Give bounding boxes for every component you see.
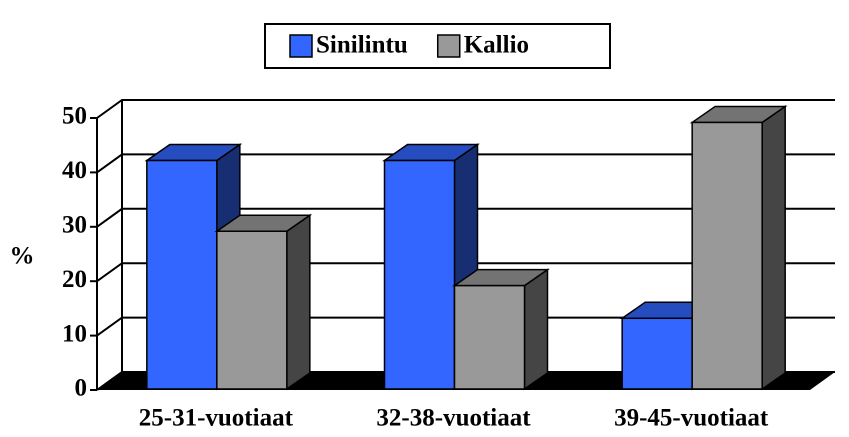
- bar: [216, 230, 288, 390]
- y-tick-label: 20: [62, 266, 87, 293]
- y-tick-label: 40: [62, 157, 87, 184]
- bar-side: [523, 268, 549, 391]
- bar: [453, 284, 526, 390]
- bar: [621, 317, 693, 390]
- legend-label: Sinilintu: [316, 32, 408, 59]
- bar: [383, 159, 456, 390]
- grid-line: [96, 153, 835, 174]
- x-tick-label: 25-31-vuotiaat: [139, 405, 294, 432]
- x-tick-label: 39-45-vuotiaat: [614, 405, 769, 432]
- bar-side: [286, 213, 311, 391]
- legend-swatch: [289, 34, 313, 58]
- grid-line: [96, 316, 835, 337]
- grid-line: [96, 262, 835, 283]
- grid-line: [96, 99, 835, 119]
- y-axis-label: %: [10, 243, 35, 270]
- y-tick-label: 50: [62, 103, 87, 130]
- bar: [691, 121, 763, 390]
- y-tick-label: 0: [75, 375, 88, 402]
- bar: [146, 159, 218, 390]
- bar-side: [761, 105, 786, 391]
- grid-line: [96, 207, 835, 228]
- x-tick-label: 32-38-vuotiaat: [376, 405, 531, 432]
- legend-swatch: [436, 34, 461, 58]
- legend-label: Kallio: [464, 32, 529, 59]
- y-tick-label: 10: [62, 320, 87, 347]
- y-tick-label: 30: [62, 212, 87, 239]
